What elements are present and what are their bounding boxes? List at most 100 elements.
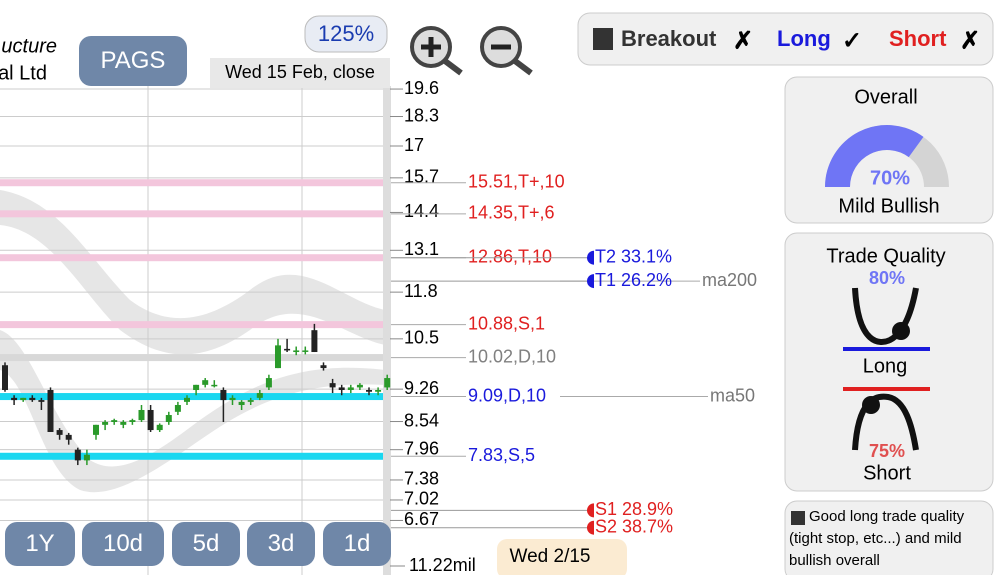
- icon: [593, 28, 613, 50]
- y-tick-label: 7.38: [404, 469, 439, 489]
- y-tick-label: 13.1: [404, 239, 439, 259]
- candle-body: [56, 430, 63, 435]
- volume-label: 11.22mil: [409, 555, 476, 575]
- signal-mark: ✗: [960, 27, 980, 54]
- target-label: S2 38.7%: [595, 516, 673, 536]
- candle-body: [138, 409, 145, 421]
- level-label: 12.86,T,10: [468, 246, 552, 266]
- quality-box: [784, 232, 994, 492]
- candle-body: [65, 434, 72, 440]
- overall-title: Overall: [854, 86, 917, 108]
- candle-body: [120, 422, 127, 425]
- candle-body: [329, 383, 336, 388]
- note-box: [784, 500, 994, 575]
- signal: Short: [889, 26, 947, 51]
- y-tick-label: 15.7: [404, 167, 439, 187]
- overall-verdict: Mild Bullish: [838, 195, 939, 217]
- candle-body: [338, 387, 345, 391]
- candle-body: [238, 401, 245, 406]
- y-tick-label: 14.4: [404, 201, 439, 221]
- level-band: [0, 254, 383, 262]
- target-marker: [587, 274, 594, 289]
- period-button[interactable]: 3d: [247, 522, 315, 566]
- level-band: [0, 452, 383, 460]
- candle-body: [229, 397, 236, 401]
- target-marker: [587, 250, 594, 265]
- y-tick-label: 10.5: [404, 328, 439, 348]
- cursor-date: Wed 2/15: [510, 546, 591, 567]
- level-label: 7.83,S,5: [468, 445, 535, 465]
- y-tick-label: 17: [404, 135, 424, 155]
- period-button[interactable]: 5d: [172, 522, 240, 566]
- zoom-out[interactable]: [480, 26, 533, 76]
- zoom-in[interactable]: [410, 26, 463, 76]
- candle-body: [29, 397, 36, 401]
- target-label: T1 26.2%: [595, 270, 672, 290]
- candle-body: [384, 378, 391, 388]
- y-tick-label: 7.02: [404, 489, 439, 509]
- candle-body: [347, 387, 354, 391]
- signal: Long: [777, 26, 831, 51]
- signal-mark: ✓: [842, 27, 862, 54]
- level-band: [0, 179, 383, 187]
- candle-body: [356, 384, 363, 388]
- short-score: 75%: [869, 441, 905, 461]
- candle-body: [74, 449, 81, 461]
- candle-body: [247, 400, 254, 402]
- period-button[interactable]: 1Y: [5, 522, 75, 566]
- level-band: [0, 210, 383, 218]
- long-dot: [892, 322, 910, 340]
- candle-body: [102, 422, 109, 425]
- candle-body: [156, 424, 163, 431]
- long-label: Long: [863, 355, 908, 377]
- candle-body: [2, 365, 8, 391]
- candle-body: [47, 390, 54, 432]
- candle-body: [38, 400, 45, 402]
- candle-body: [311, 330, 318, 353]
- long-score: 80%: [869, 268, 905, 288]
- candle-body: [147, 409, 154, 431]
- level-band: [0, 354, 383, 362]
- candle-body: [193, 384, 200, 391]
- y-tick-label: 19.6: [404, 78, 439, 98]
- candle-body: [93, 424, 99, 435]
- candle-body: [256, 393, 263, 398]
- date-label: Wed 15 Feb, close: [225, 62, 375, 82]
- level-label: 15.51,T+,10: [468, 171, 565, 191]
- period-button[interactable]: 10d: [82, 522, 164, 566]
- period-button[interactable]: 1d: [323, 522, 391, 566]
- candle-body: [20, 397, 27, 401]
- target-label: T2 33.1%: [595, 246, 672, 266]
- symbol-button[interactable]: PAGS: [79, 36, 187, 86]
- candle-body: [202, 380, 209, 385]
- candle-body: [265, 378, 272, 388]
- short-label: Short: [863, 462, 911, 484]
- candle-body: [83, 454, 90, 461]
- candle-body: [211, 384, 218, 387]
- level-label: 14.35,T+,6: [468, 203, 555, 223]
- note-text: Good long trade quality (tight stop, etc…: [789, 508, 965, 569]
- y-tick-label: 8.54: [404, 410, 439, 430]
- scrollbar: [383, 86, 391, 575]
- level-band: [0, 393, 383, 401]
- zoom-level: [304, 15, 388, 53]
- zoom-text: 125%: [318, 21, 374, 46]
- level-band: [0, 321, 383, 329]
- date-box: [210, 58, 390, 88]
- candle-body: [111, 420, 118, 423]
- signal: Breakout: [621, 26, 717, 51]
- company: ucture: [1, 35, 57, 57]
- candle-body: [284, 348, 291, 351]
- ma-label: ma200: [702, 270, 757, 290]
- long-curve: [852, 287, 919, 345]
- company: al Ltd: [0, 62, 47, 84]
- level-label: 9.09,D,10: [468, 385, 546, 405]
- y-tick-label: 9.26: [404, 378, 439, 398]
- candle-body: [320, 365, 327, 369]
- y-tick-label: 6.67: [404, 509, 439, 529]
- candle-body: [174, 405, 181, 412]
- short-dot: [862, 396, 880, 414]
- plot: 19.6 18.3 17 15.7 14.4 13.1 11.8 10.5 9.26 8.54 7.…: [0, 78, 757, 536]
- signal-mark: ✗: [733, 27, 753, 54]
